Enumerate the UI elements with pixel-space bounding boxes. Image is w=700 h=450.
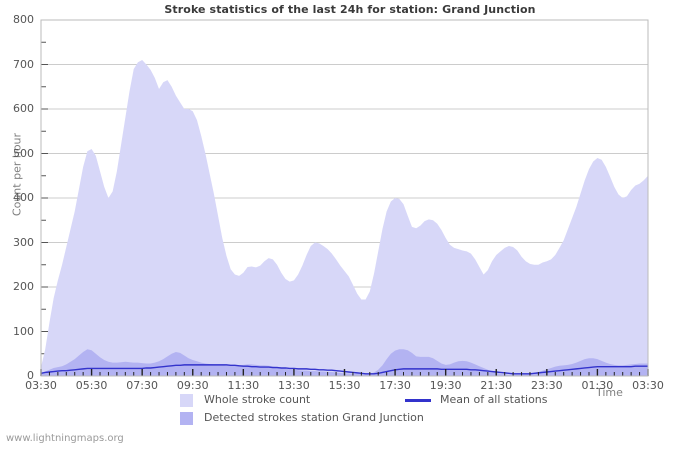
x-tick-label: 13:30 [278,379,310,392]
source-watermark: www.lightningmaps.org [6,433,124,444]
y-tick-label: 600 [13,102,34,115]
x-tick-label: 17:30 [379,379,411,392]
y-tick-label: 0 [27,369,34,382]
y-axis-title: Count per hour [10,132,24,217]
plot-frame [40,19,649,377]
y-tick-label: 200 [13,280,34,293]
legend-swatch-whole-stroke-count [180,394,193,407]
x-tick-label: 03:30 [25,379,57,392]
x-axis-title: Time [596,386,623,399]
plot-border [40,19,649,377]
x-tick-label: 05:30 [75,379,108,392]
y-tick-label: 800 [13,13,34,26]
legend-label-detected-strokes: Detected strokes station Grand Junction [204,411,424,424]
y-tick-label: 500 [13,146,34,160]
legend-swatch-detected-strokes [180,412,193,425]
axis-major-ticks [40,19,649,377]
y-tick-label: 700 [13,57,34,71]
legend-label-whole-stroke-count: Whole stroke count [204,393,311,406]
x-tick-label: 07:30 [126,379,158,392]
x-tick-label: 23:30 [530,379,563,392]
series-layer [40,60,648,377]
legend-label-mean-of-all-stations: Mean of all stations [440,393,548,406]
x-tick-label: 15:30 [328,379,361,392]
x-tick-label: 19:30 [429,379,462,392]
y-tick-label: 400 [13,191,34,204]
x-tick-label: 21:30 [480,379,513,392]
x-tick-label: 03:30 [632,379,664,392]
chart-title: Stroke statistics of the last 24h for st… [164,3,536,16]
legend-swatch-mean-of-all-stations [405,399,431,402]
x-tick-label: 01:30 [581,379,614,392]
y-tick-label: 100 [13,324,34,338]
series-area [41,60,648,377]
x-tick-label: 11:30 [227,379,260,392]
y-tick-label: 300 [13,235,34,249]
x-tick-label: 09:30 [176,379,209,392]
